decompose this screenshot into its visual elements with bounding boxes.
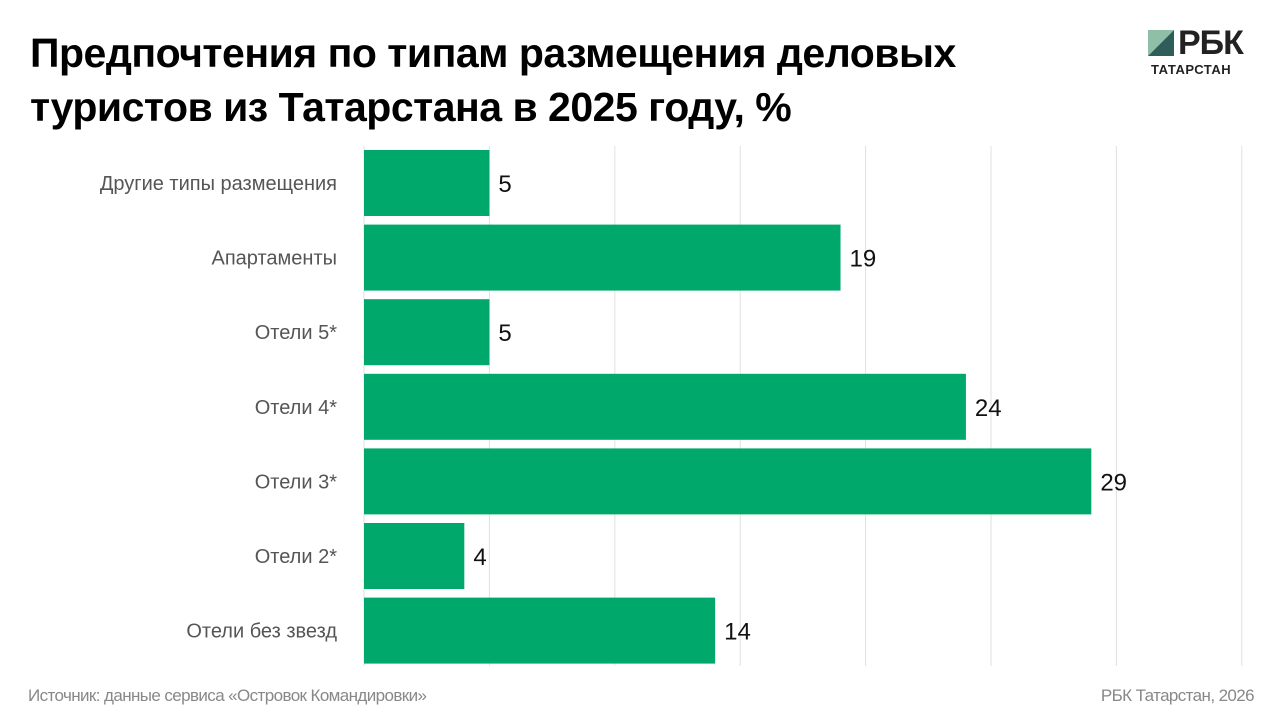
logo-mark-icon xyxy=(1148,30,1174,56)
bar xyxy=(364,299,490,366)
data-label: 24 xyxy=(975,395,1002,422)
category-label: Отели 5* xyxy=(255,322,337,344)
category-label: Отели 3* xyxy=(255,471,337,493)
category-label: Другие типы размещения xyxy=(100,173,337,195)
category-label: Апартаменты xyxy=(212,248,338,270)
data-label: 5 xyxy=(498,320,511,347)
source-note: Источник: данные сервиса «Островок Коман… xyxy=(28,686,427,705)
rbc-tatarstan-logo: РБК ТАТАРСТАН xyxy=(1148,24,1258,80)
data-label: 29 xyxy=(1100,469,1127,496)
category-label: Отели без звезд xyxy=(186,621,337,643)
bar xyxy=(364,523,465,589)
data-label: 19 xyxy=(850,246,877,273)
logo-text: РБК xyxy=(1178,24,1244,62)
bar xyxy=(364,224,841,291)
bar xyxy=(364,373,966,440)
category-label: Отели 2* xyxy=(255,546,337,568)
data-label: 14 xyxy=(724,619,751,646)
bar xyxy=(364,597,716,664)
data-label: 5 xyxy=(498,171,511,198)
logo-subtext: ТАТАРСТАН xyxy=(1151,62,1232,77)
bar xyxy=(364,150,490,216)
bar xyxy=(364,448,1092,515)
credit-note: РБК Татарстан, 2026 xyxy=(1100,686,1255,705)
category-label: Отели 4* xyxy=(255,397,337,419)
chart-title: Предпочтения по типам размещения деловых… xyxy=(30,30,956,130)
data-label: 4 xyxy=(473,544,486,571)
